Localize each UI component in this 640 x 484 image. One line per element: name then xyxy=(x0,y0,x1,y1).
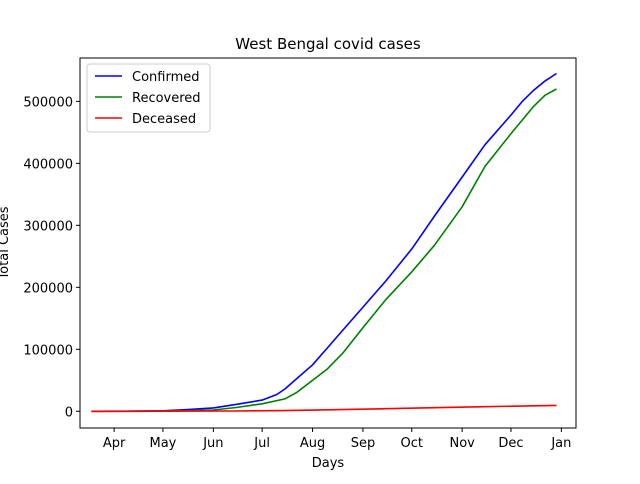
y-tick-label: 0 xyxy=(65,405,73,420)
axes-frame xyxy=(79,57,577,429)
chart-title: West Bengal covid cases xyxy=(235,35,421,53)
legend-label-confirmed: Confirmed xyxy=(132,70,200,85)
legend-label-recovered: Recovered xyxy=(132,91,201,106)
x-tick-label: Nov xyxy=(449,436,475,451)
x-tick-label: Jun xyxy=(202,436,223,451)
legend-frame xyxy=(86,63,211,133)
y-tick-label: 400000 xyxy=(23,157,73,172)
x-axis-ticks: Apr May Jun Jul Aug Sep Oct Nov Dec Jan xyxy=(103,428,571,451)
y-tick-label: 300000 xyxy=(23,219,73,234)
x-axis-label: Days xyxy=(312,456,345,471)
y-tick-label: 200000 xyxy=(23,281,73,296)
series-line-deceased xyxy=(91,404,557,413)
series-line-confirmed xyxy=(91,72,557,413)
legend-label-deceased: Deceased xyxy=(132,112,196,127)
x-tick-label: Dec xyxy=(498,436,523,451)
x-tick-label: Aug xyxy=(300,436,325,451)
x-tick-label: May xyxy=(149,436,176,451)
x-tick-label: Jan xyxy=(550,436,571,451)
y-tick-label: 100000 xyxy=(23,343,73,358)
plot-lines xyxy=(91,72,557,413)
x-tick-label: Jul xyxy=(253,436,270,451)
x-tick-label: Apr xyxy=(103,436,126,451)
y-axis-label: Total Cases xyxy=(0,206,12,280)
x-tick-label: Oct xyxy=(401,436,423,451)
x-tick-label: Sep xyxy=(351,436,376,451)
legend: Confirmed Recovered Deceased xyxy=(86,63,211,133)
y-axis-ticks: 0 100000 200000 300000 400000 500000 xyxy=(23,95,80,420)
y-tick-label: 500000 xyxy=(23,95,73,110)
